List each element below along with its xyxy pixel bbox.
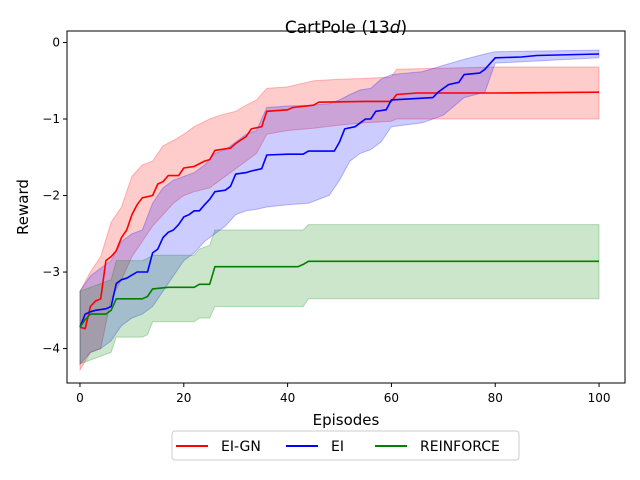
chart-title-open: ( [356, 18, 368, 38]
legend: EI-GN EI REINFORCE [171, 430, 520, 461]
confidence-bands [79, 49, 600, 372]
chart-title-main: CartPole [285, 18, 356, 38]
band-ei [79, 49, 600, 366]
legend-label-ei: EI [331, 439, 344, 455]
x-tick-label: 20 [176, 391, 191, 405]
x-tick-label: 60 [384, 391, 399, 405]
y-tick-label: −2 [42, 189, 60, 203]
legend-label-ei-gn: EI-GN [221, 439, 261, 455]
band-reinforce [79, 224, 600, 365]
x-axis-ticks: 0 20 40 60 80 100 [76, 383, 610, 405]
x-tick-label: 100 [588, 391, 611, 405]
chart-title: CartPole (13d) [285, 18, 407, 38]
y-tick-label: −1 [42, 112, 60, 126]
band-ei-gn [79, 66, 600, 372]
x-tick-label: 40 [280, 391, 295, 405]
x-tick-label: 0 [76, 391, 84, 405]
plot-frame [66, 30, 626, 384]
x-axis-label: Episodes [313, 411, 380, 429]
line-ei-gn [79, 91, 600, 330]
y-axis-ticks: 0 −1 −2 −3 −4 [42, 35, 67, 356]
legend-frame [171, 430, 520, 461]
chart-title-number: 13 [368, 18, 390, 38]
y-tick-label: −3 [42, 265, 60, 279]
y-tick-label: −4 [42, 342, 60, 356]
chart-title-close: ) [401, 18, 408, 38]
y-axis-label: Reward [14, 179, 32, 235]
x-tick-label: 80 [488, 391, 503, 405]
line-reinforce [79, 260, 599, 328]
series-lines [79, 53, 600, 330]
line-ei [79, 53, 600, 328]
legend-label-reinforce: REINFORCE [420, 439, 500, 455]
chart-title-italic: d [390, 18, 401, 38]
y-tick-label: 0 [52, 35, 60, 49]
